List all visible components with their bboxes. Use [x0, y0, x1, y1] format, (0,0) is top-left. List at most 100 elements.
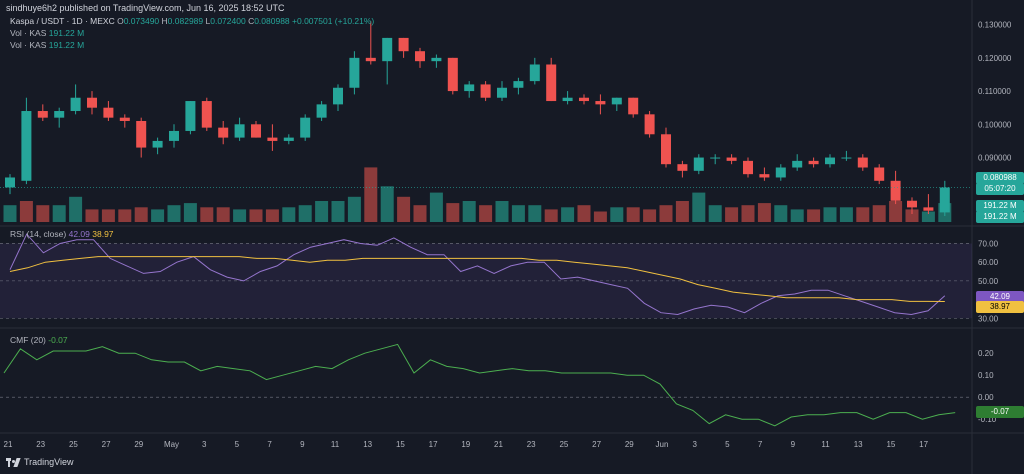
volume-bar	[413, 205, 427, 222]
price-axis-label: 0.090000	[978, 154, 1012, 163]
candle-body	[365, 57, 376, 62]
volume-bar	[511, 205, 525, 222]
candle-body	[611, 97, 622, 105]
candle-body	[677, 164, 688, 171]
volume-bar	[790, 209, 804, 222]
volume-bar	[839, 207, 853, 222]
cmf-axis-label: 0.20	[978, 349, 994, 358]
volume-bar	[675, 201, 689, 222]
volume-bar	[200, 207, 214, 222]
symbol-legend: Kaspa / USDT · 1D · MEXC O0.073490 H0.08…	[10, 16, 375, 26]
candle-body	[743, 160, 753, 175]
close-value: 0.080988	[254, 16, 290, 26]
candle-body	[5, 177, 15, 188]
candle-body	[152, 140, 163, 148]
candle-body	[103, 107, 114, 118]
price-axis-label: 0.130000	[978, 21, 1012, 30]
rsi-tag: 42.09	[976, 291, 1024, 303]
candle-body	[841, 157, 852, 159]
volume-bar	[610, 207, 624, 222]
time-axis-label: 7	[758, 440, 763, 449]
symbol-name[interactable]: Kaspa / USDT · 1D · MEXC	[10, 16, 115, 26]
volume-bar	[626, 207, 640, 222]
volume-bar	[725, 207, 739, 222]
volume-legend-2[interactable]: Vol · KAS 191.22 M	[10, 40, 85, 50]
volume-bar	[265, 209, 279, 222]
cmf-tag: -0.07	[976, 406, 1024, 418]
volume-bar	[905, 209, 919, 222]
candle-body	[890, 180, 901, 201]
candle-body	[907, 200, 917, 208]
time-axis-label: 13	[854, 440, 863, 449]
time-axis-label: 23	[36, 440, 45, 449]
cmf-line	[3, 343, 956, 427]
candle-body	[562, 97, 573, 102]
time-axis-label: May	[164, 440, 179, 449]
price-axis-label: 0.120000	[978, 54, 1012, 63]
time-axis-label: 27	[592, 440, 601, 449]
time-axis-label: 25	[559, 440, 568, 449]
volume-bar	[36, 205, 50, 222]
candle-body	[398, 37, 409, 52]
candle-body	[283, 137, 294, 141]
time-axis-label: 17	[919, 440, 928, 449]
candle-body	[349, 57, 360, 88]
open-value: 0.073490	[123, 16, 160, 26]
volume-bar	[659, 205, 673, 222]
volume-bar	[462, 201, 476, 222]
volume-legend-1[interactable]: Vol · KAS 191.22 M	[10, 28, 85, 38]
candle-body	[644, 114, 655, 135]
change-value: +0.007501 (+10.21%)	[292, 16, 375, 26]
candle-body	[316, 104, 327, 118]
cmf-axis-label: -0.10	[978, 415, 997, 424]
volume-bar	[282, 207, 296, 222]
volume-bar	[397, 196, 411, 222]
candle-body	[546, 64, 557, 102]
tradingview-footer[interactable]: TradingView	[6, 457, 74, 467]
time-axis-label: 21	[4, 440, 13, 449]
volume-bar	[118, 209, 132, 222]
time-axis-label: 21	[494, 440, 503, 449]
low-value: 0.072400	[210, 16, 246, 26]
rsi-axis-label: 70.00	[978, 239, 999, 248]
candle-body	[382, 37, 393, 62]
candle-body	[825, 157, 835, 165]
volume-bar	[347, 196, 361, 222]
candle-body	[201, 101, 212, 128]
rsi-axis-label: 50.00	[978, 277, 999, 286]
time-axis-label: 11	[821, 440, 830, 449]
time-axis-label: 9	[300, 440, 305, 449]
candle-body	[923, 207, 934, 211]
volume-bar	[692, 192, 706, 222]
volume-bar	[216, 207, 230, 222]
time-axis-label: 19	[461, 440, 470, 449]
candle-body	[267, 137, 278, 141]
volume-bar	[446, 203, 460, 222]
volume-bar	[774, 205, 788, 222]
candle-body	[874, 167, 885, 181]
candle-body	[529, 64, 540, 82]
volume-bar	[167, 205, 181, 222]
time-axis-label: 25	[69, 440, 78, 449]
candle-body	[513, 81, 524, 88]
candle-body	[775, 167, 786, 178]
price-axis-label: 0.100000	[978, 120, 1012, 129]
candle-body	[710, 157, 721, 159]
candle-body	[136, 120, 147, 148]
rsi-legend[interactable]: RSI (14, close) 42.09 38.97	[10, 229, 114, 239]
candle-body	[726, 157, 737, 161]
candle-body	[87, 97, 97, 108]
volume-bar	[757, 203, 771, 222]
candle-body	[447, 57, 458, 92]
volume-bar	[69, 196, 83, 222]
volume-bar	[495, 201, 509, 222]
cmf-value: -0.07	[48, 335, 68, 345]
cmf-legend[interactable]: CMF (20) -0.07	[10, 335, 68, 345]
volume-bar	[151, 209, 165, 222]
candle-body	[628, 97, 639, 115]
volume-bar	[19, 201, 33, 222]
volume-bar	[380, 186, 394, 222]
volume-bar	[134, 207, 148, 222]
candle-body	[857, 157, 868, 168]
